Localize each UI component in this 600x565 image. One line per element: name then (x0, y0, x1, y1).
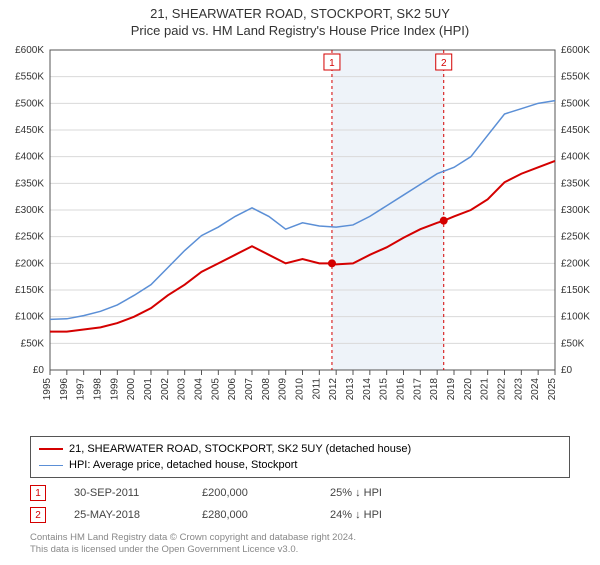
svg-text:£550K: £550K (15, 72, 44, 83)
svg-text:£50K: £50K (561, 338, 585, 349)
sales-table: 1 30-SEP-2011 £200,000 25% ↓ HPI 2 25-MA… (30, 482, 570, 526)
attribution-line: This data is licensed under the Open Gov… (30, 544, 570, 556)
svg-text:£600K: £600K (561, 45, 590, 56)
svg-text:2008: 2008 (261, 378, 272, 401)
chart-area: £0 £0 £50K £50K £100K £100K £150K £150K £200K £20… (0, 40, 600, 430)
sales-row: 1 30-SEP-2011 £200,000 25% ↓ HPI (30, 482, 570, 504)
svg-text:£600K: £600K (15, 45, 44, 56)
svg-text:2005: 2005 (210, 378, 221, 401)
svg-text:£450K: £450K (15, 125, 44, 136)
svg-text:£500K: £500K (15, 98, 44, 109)
sale-price: £200,000 (202, 487, 302, 499)
title-address: 21, SHEARWATER ROAD, STOCKPORT, SK2 5UY (0, 6, 600, 21)
attribution: Contains HM Land Registry data © Crown c… (30, 532, 570, 557)
svg-text:2000: 2000 (126, 378, 137, 401)
svg-text:£550K: £550K (561, 72, 590, 83)
svg-text:2009: 2009 (278, 378, 289, 401)
sale-price: £280,000 (202, 509, 302, 521)
svg-text:2023: 2023 (513, 378, 524, 401)
title-subtitle: Price paid vs. HM Land Registry's House … (0, 23, 600, 38)
sale-marker-badge: 2 (30, 507, 46, 523)
svg-text:1999: 1999 (109, 378, 120, 401)
svg-text:£100K: £100K (561, 312, 590, 323)
svg-text:1996: 1996 (59, 378, 70, 401)
attribution-line: Contains HM Land Registry data © Crown c… (30, 532, 570, 544)
svg-text:£200K: £200K (15, 258, 44, 269)
svg-text:2019: 2019 (446, 378, 457, 401)
legend: 21, SHEARWATER ROAD, STOCKPORT, SK2 5UY … (30, 436, 570, 478)
svg-text:2017: 2017 (412, 378, 423, 401)
legend-swatch (39, 448, 63, 450)
sale-date: 25-MAY-2018 (74, 509, 174, 521)
sales-row: 2 25-MAY-2018 £280,000 24% ↓ HPI (30, 504, 570, 526)
svg-text:£250K: £250K (15, 232, 44, 243)
legend-label: HPI: Average price, detached house, Stoc… (69, 459, 298, 471)
svg-text:£500K: £500K (561, 98, 590, 109)
sale-marker-badge: 1 (30, 485, 46, 501)
svg-text:2002: 2002 (160, 378, 171, 401)
svg-text:£400K: £400K (561, 152, 590, 163)
svg-text:2004: 2004 (194, 378, 205, 401)
svg-text:1998: 1998 (93, 378, 104, 401)
legend-row: HPI: Average price, detached house, Stoc… (39, 457, 561, 473)
svg-text:2015: 2015 (379, 378, 390, 401)
svg-text:£0: £0 (33, 365, 45, 376)
svg-text:£150K: £150K (561, 285, 590, 296)
svg-text:2018: 2018 (429, 378, 440, 401)
svg-text:2024: 2024 (530, 378, 541, 401)
legend-row: 21, SHEARWATER ROAD, STOCKPORT, SK2 5UY … (39, 441, 561, 457)
svg-text:2006: 2006 (227, 378, 238, 401)
chart-container: 21, SHEARWATER ROAD, STOCKPORT, SK2 5UY … (0, 0, 600, 557)
svg-text:2014: 2014 (362, 378, 373, 401)
svg-text:£300K: £300K (15, 205, 44, 216)
svg-text:£150K: £150K (15, 285, 44, 296)
svg-text:£350K: £350K (15, 178, 44, 189)
svg-text:£200K: £200K (561, 258, 590, 269)
title-block: 21, SHEARWATER ROAD, STOCKPORT, SK2 5UY … (0, 0, 600, 40)
sale-date: 30-SEP-2011 (74, 487, 174, 499)
svg-text:£300K: £300K (561, 205, 590, 216)
svg-text:2001: 2001 (143, 378, 154, 401)
svg-text:2016: 2016 (396, 378, 407, 401)
svg-text:£350K: £350K (561, 178, 590, 189)
svg-text:£100K: £100K (15, 312, 44, 323)
svg-text:2: 2 (441, 58, 447, 69)
sale-delta: 25% ↓ HPI (330, 487, 430, 499)
svg-text:2020: 2020 (463, 378, 474, 401)
svg-text:2013: 2013 (345, 378, 356, 401)
svg-text:£0: £0 (561, 365, 573, 376)
chart-svg: £0 £0 £50K £50K £100K £100K £150K £150K £200K £20… (0, 40, 600, 430)
sale-delta: 24% ↓ HPI (330, 509, 430, 521)
svg-text:2025: 2025 (547, 378, 558, 401)
svg-text:2012: 2012 (328, 378, 339, 401)
svg-text:1997: 1997 (76, 378, 87, 401)
svg-text:£50K: £50K (21, 338, 45, 349)
legend-label: 21, SHEARWATER ROAD, STOCKPORT, SK2 5UY … (69, 443, 411, 455)
svg-text:2021: 2021 (480, 378, 491, 401)
svg-text:2022: 2022 (497, 378, 508, 401)
svg-text:£400K: £400K (15, 152, 44, 163)
svg-text:£250K: £250K (561, 232, 590, 243)
svg-text:2011: 2011 (311, 378, 322, 400)
svg-text:1: 1 (329, 58, 335, 69)
svg-text:1995: 1995 (42, 378, 53, 401)
svg-text:2003: 2003 (177, 378, 188, 401)
svg-text:£450K: £450K (561, 125, 590, 136)
svg-text:2010: 2010 (295, 378, 306, 401)
legend-swatch (39, 465, 63, 466)
svg-text:2007: 2007 (244, 378, 255, 401)
